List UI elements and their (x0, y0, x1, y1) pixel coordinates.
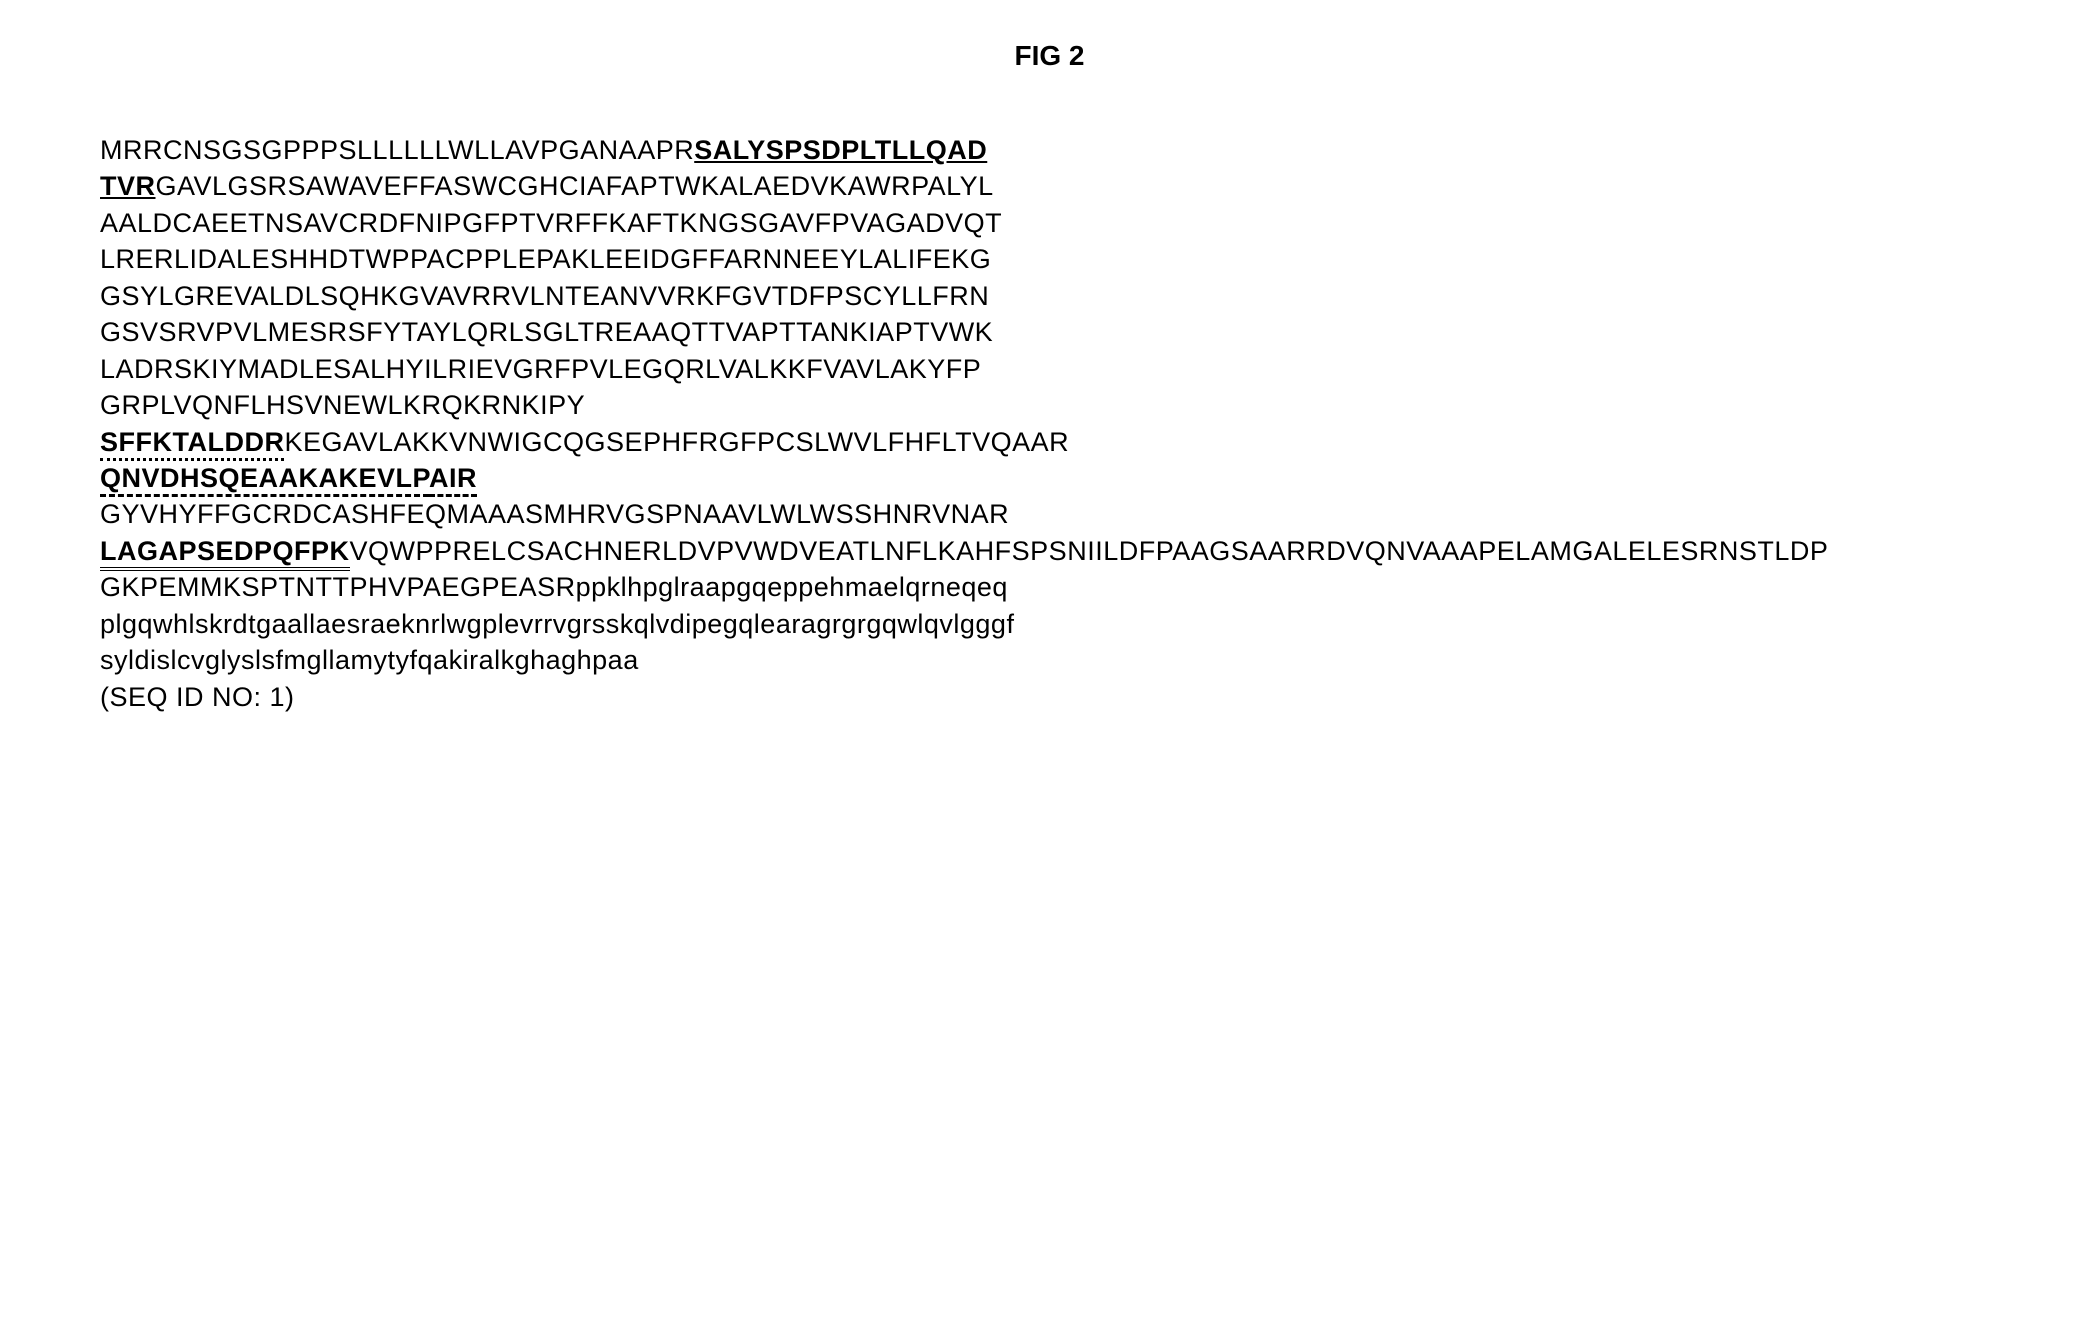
sequence-segment: MRRCNSGSGPPPSLLLLLLWLLAVPGANAAPR (100, 135, 694, 165)
sequence-segment: SFFKTALDDR (100, 427, 284, 461)
sequence-segment: GRPLVQNFLHSVNEWLKRQKRNKIPY (100, 390, 585, 420)
sequence-segment: GYVHYFFGCRDCASHFEQMAAASMHRVGSPNAAVLWLWSS… (100, 499, 951, 529)
sequence-segment: AIR (429, 463, 477, 497)
sequence-segment: NAR (951, 499, 1010, 529)
sequence-segment: VQWPPRELCSACHNERLDVPVWDVEATLNFL (350, 536, 938, 566)
sequence-segment: AALDCAEETNSAVCRDFNIPGFPTVRFFKAFTKNGSGAVF… (100, 208, 1002, 238)
sequence-segment: TVR (100, 171, 156, 201)
sequence-segment: GKPEMMKSPTNTTPHVPAEGPEASRppklhpglraapgqe… (100, 572, 1008, 602)
sequence-segment: GSYLGREVALDLSQHKGVAVRRVLNTEANVVRKFGVTDFP… (100, 281, 989, 311)
sequence-segment: IGCQGSEPHFRGFPCSLWVLFHFLTVQAAR (514, 427, 1070, 457)
sequence-segment: GAVLGSRSAWAVEFFASWCGHCIAFAPTWKALAEDVKAWR… (156, 171, 994, 201)
sequence-segment: LADRSKIYMADLESALHYILRIEVGRFPVLEGQRLVALKK… (100, 354, 981, 384)
figure-title: FIG 2 (100, 40, 1999, 72)
sequence-segment: GSVSRVPVLMESRSFYTAYLQRLSGLTREAAQTTVAPTTA… (100, 317, 993, 347)
sequence-segment: LRERLIDALESHHDTWPPACPPLEPAKLEEIDGFFARNNE… (100, 244, 991, 274)
sequence-segment: QNVDHSQEAAKAKEVLP (100, 463, 429, 497)
sequence-block: MRRCNSGSGPPPSLLLLLLWLLAVPGANAAPRSALYSPSD… (100, 132, 1999, 715)
sequence-segment: KEGAVLAKKVNW (284, 427, 513, 457)
sequence-segment: LAGAPSEDPQFPK (100, 536, 350, 571)
sequence-segment: KAHFSPSNIILDFPAAGSAARRDVQNVAAAPELAMGALEL… (938, 536, 1829, 566)
sequence-segment: plgqwhlskrdtgaallaesraeknrlwgplevrrvgrss… (100, 609, 1014, 639)
sequence-segment: syldislcvglyslsfmgllamytyfqakiralkghaghp… (100, 645, 639, 675)
sequence-segment: SALYSPSDPLTLLQAD (694, 135, 987, 165)
seq-id-label: (SEQ ID NO: 1) (100, 682, 295, 712)
